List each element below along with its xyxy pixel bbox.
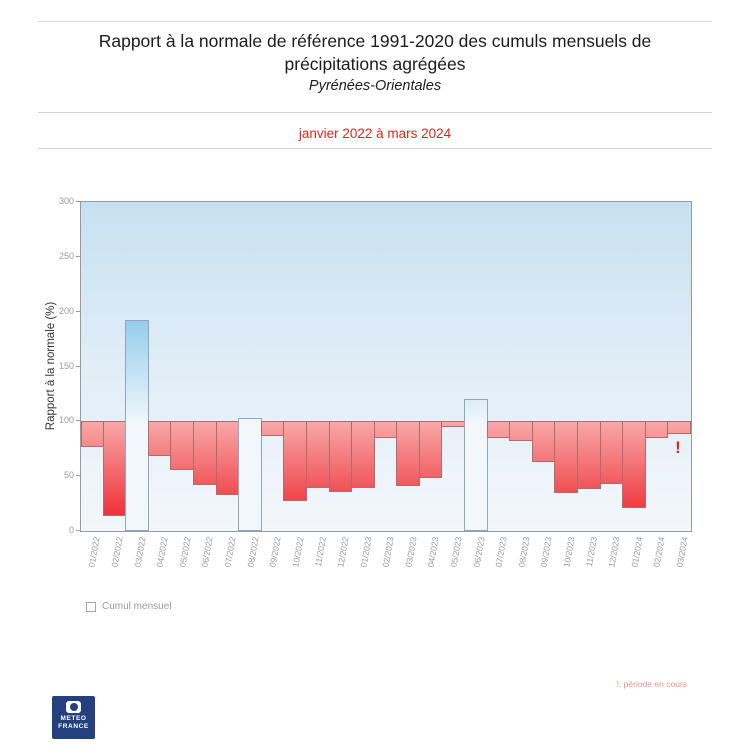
logo-sun-icon (69, 703, 78, 711)
bar-10-2022 (283, 421, 307, 501)
bar-08-2023 (509, 421, 533, 441)
y-tick-label-300: 300 (58, 196, 74, 206)
y-tick-label-0: 0 (68, 525, 74, 535)
y-tick-mark (76, 366, 80, 367)
bar-10-2023 (554, 421, 578, 493)
divider-top (38, 21, 712, 22)
bar-12-2022 (329, 421, 352, 492)
y-tick-label-150: 150 (58, 361, 74, 371)
bar-03-2023 (396, 421, 420, 486)
current-period-marker: ! (675, 438, 681, 457)
divider-under-title (38, 112, 712, 113)
legend-swatch-icon (86, 601, 96, 612)
y-tick-label-50: 50 (63, 470, 74, 480)
y-tick-label-200: 200 (58, 306, 74, 316)
bar-05-2023 (441, 421, 465, 427)
bar-04-2022 (148, 421, 171, 456)
y-tick-mark (76, 475, 80, 476)
bar-06-2023 (464, 399, 488, 531)
y-tick-label-250: 250 (58, 251, 74, 261)
bar-02-2022 (103, 421, 126, 516)
bar-11-2023 (577, 421, 601, 489)
bar-08-2022 (238, 418, 262, 531)
y-tick-label-100: 100 (58, 415, 74, 425)
region-subtitle: Pyrénées-Orientales (308, 78, 442, 94)
period-range: janvier 2022 à mars 2024 (298, 126, 452, 141)
meteo-france-logo: METEO FRANCE (52, 696, 95, 739)
bar-02-2024 (645, 421, 668, 438)
bar-07-2022 (216, 421, 239, 495)
footnote-current-period: !: période en cours (616, 679, 687, 689)
bar-09-2023 (532, 421, 555, 462)
meteo-france-icon (66, 701, 81, 713)
bar-05-2022 (170, 421, 194, 470)
bar-06-2022 (193, 421, 217, 485)
y-tick-mark (76, 420, 80, 421)
page-title: Rapport à la normale de référence 1991-2… (98, 31, 652, 74)
bar-11-2022 (306, 421, 330, 488)
legend-label: Cumul mensuel (102, 601, 172, 612)
bar-04-2023 (419, 421, 442, 478)
plot-area (80, 201, 692, 532)
y-tick-mark (76, 201, 80, 202)
bar-01-2024 (622, 421, 646, 508)
y-tick-mark (76, 530, 80, 531)
divider-under-period (38, 148, 712, 149)
logo-text: METEO FRANCE (58, 715, 89, 730)
bar-03-2024 (667, 421, 691, 434)
bar-09-2022 (261, 421, 284, 436)
y-tick-mark (76, 311, 80, 312)
bar-01-2022 (81, 421, 104, 447)
bar-02-2023 (374, 421, 397, 438)
y-tick-mark (76, 256, 80, 257)
bar-07-2023 (487, 421, 510, 438)
bar-01-2023 (351, 421, 375, 488)
legend: Cumul mensuel (86, 601, 171, 612)
bar-03-2022 (125, 320, 149, 531)
bar-12-2023 (600, 421, 623, 484)
